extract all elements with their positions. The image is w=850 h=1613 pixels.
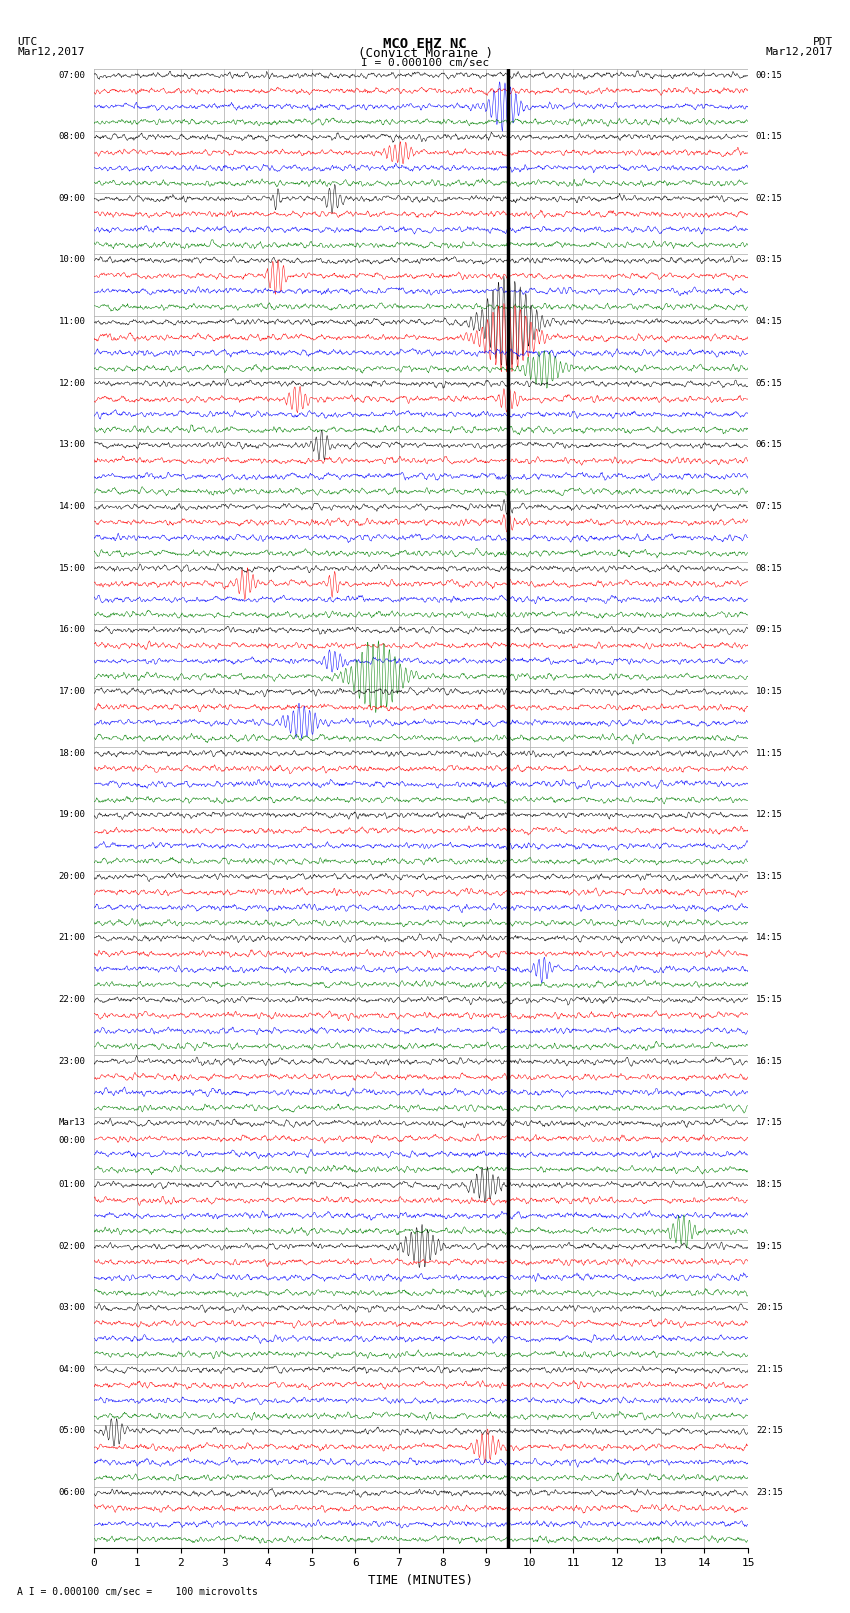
Text: 19:00: 19:00 [59, 810, 86, 819]
Text: 23:15: 23:15 [756, 1489, 783, 1497]
Text: Mar12,2017: Mar12,2017 [17, 47, 84, 56]
Text: 20:15: 20:15 [756, 1303, 783, 1313]
Text: A I = 0.000100 cm/sec =    100 microvolts: A I = 0.000100 cm/sec = 100 microvolts [17, 1587, 258, 1597]
Text: PDT: PDT [813, 37, 833, 47]
Text: 08:00: 08:00 [59, 132, 86, 142]
Text: 21:00: 21:00 [59, 934, 86, 942]
Text: 05:15: 05:15 [756, 379, 783, 387]
Text: 03:00: 03:00 [59, 1303, 86, 1313]
Text: 15:15: 15:15 [756, 995, 783, 1003]
Text: 07:00: 07:00 [59, 71, 86, 79]
Text: 18:15: 18:15 [756, 1181, 783, 1189]
Text: 12:15: 12:15 [756, 810, 783, 819]
Text: 01:00: 01:00 [59, 1181, 86, 1189]
Text: 17:15: 17:15 [756, 1118, 783, 1127]
Text: 06:15: 06:15 [756, 440, 783, 450]
Text: 02:00: 02:00 [59, 1242, 86, 1250]
Text: 16:15: 16:15 [756, 1057, 783, 1066]
Text: 18:00: 18:00 [59, 748, 86, 758]
Text: Mar13: Mar13 [59, 1118, 86, 1127]
Text: MCO EHZ NC: MCO EHZ NC [383, 37, 467, 52]
Text: 15:00: 15:00 [59, 563, 86, 573]
Text: 00:00: 00:00 [59, 1136, 86, 1145]
Text: 04:15: 04:15 [756, 318, 783, 326]
Text: 06:00: 06:00 [59, 1489, 86, 1497]
Text: 01:15: 01:15 [756, 132, 783, 142]
Text: 16:00: 16:00 [59, 626, 86, 634]
Text: 11:15: 11:15 [756, 748, 783, 758]
Text: 05:00: 05:00 [59, 1426, 86, 1436]
Text: 14:00: 14:00 [59, 502, 86, 511]
Text: 04:00: 04:00 [59, 1365, 86, 1374]
Text: 03:15: 03:15 [756, 255, 783, 265]
Text: 02:15: 02:15 [756, 194, 783, 203]
Text: 00:15: 00:15 [756, 71, 783, 79]
Text: 13:15: 13:15 [756, 871, 783, 881]
Text: UTC: UTC [17, 37, 37, 47]
Text: 09:00: 09:00 [59, 194, 86, 203]
Text: 19:15: 19:15 [756, 1242, 783, 1250]
Text: 10:00: 10:00 [59, 255, 86, 265]
Text: (Convict Moraine ): (Convict Moraine ) [358, 47, 492, 60]
Text: 23:00: 23:00 [59, 1057, 86, 1066]
Text: 17:00: 17:00 [59, 687, 86, 695]
Text: 12:00: 12:00 [59, 379, 86, 387]
Text: 13:00: 13:00 [59, 440, 86, 450]
Text: 14:15: 14:15 [756, 934, 783, 942]
Text: I = 0.000100 cm/sec: I = 0.000100 cm/sec [361, 58, 489, 68]
Text: 08:15: 08:15 [756, 563, 783, 573]
Text: 22:00: 22:00 [59, 995, 86, 1003]
Text: 21:15: 21:15 [756, 1365, 783, 1374]
Text: 20:00: 20:00 [59, 871, 86, 881]
Text: Mar12,2017: Mar12,2017 [766, 47, 833, 56]
Text: 11:00: 11:00 [59, 318, 86, 326]
Text: 09:15: 09:15 [756, 626, 783, 634]
X-axis label: TIME (MINUTES): TIME (MINUTES) [368, 1574, 473, 1587]
Text: 22:15: 22:15 [756, 1426, 783, 1436]
Text: 07:15: 07:15 [756, 502, 783, 511]
Text: 10:15: 10:15 [756, 687, 783, 695]
